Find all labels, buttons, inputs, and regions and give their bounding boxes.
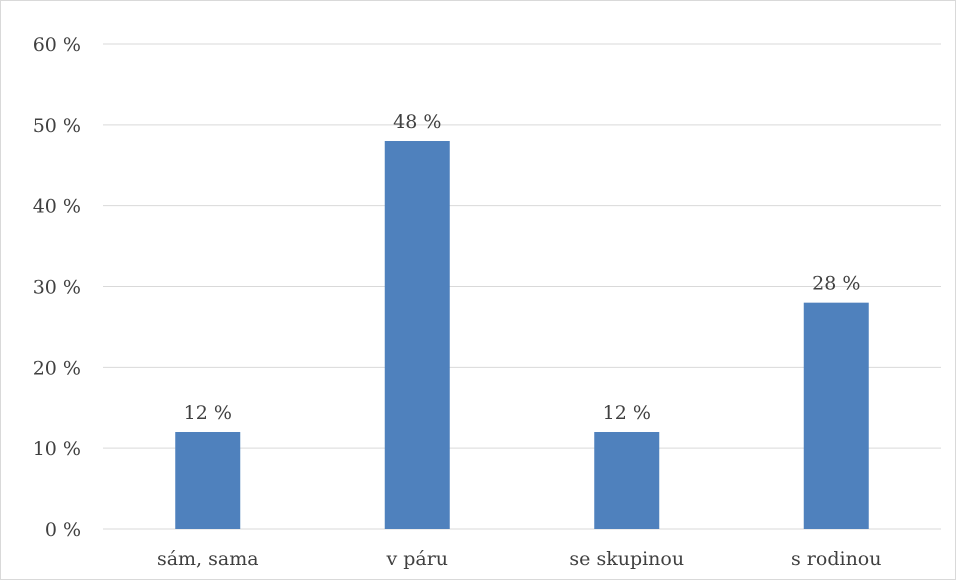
bar xyxy=(803,302,869,529)
y-tick-label: 20 % xyxy=(33,357,81,379)
bar xyxy=(175,432,241,529)
category-label: v páru xyxy=(385,548,448,570)
gridlines xyxy=(103,43,941,530)
bars xyxy=(175,141,869,529)
data-label: 48 % xyxy=(393,111,441,133)
data-label: 12 % xyxy=(603,402,651,424)
y-axis-tick-labels: 0 % 10 % 20 % 30 % 40 % 50 % 60 % xyxy=(33,34,81,541)
y-tick-label: 0 % xyxy=(45,519,81,541)
category-label: se skupinou xyxy=(569,548,684,570)
y-tick-label: 30 % xyxy=(33,277,81,299)
y-tick-label: 10 % xyxy=(33,438,81,460)
data-labels: 12 % 48 % 12 % 28 % xyxy=(184,111,861,424)
category-label: s rodinou xyxy=(791,548,881,570)
y-tick-label: 50 % xyxy=(33,115,81,137)
y-tick-label: 40 % xyxy=(33,196,81,218)
data-label: 12 % xyxy=(184,402,232,424)
category-label: sám, sama xyxy=(157,548,259,570)
bar xyxy=(594,432,660,529)
y-tick-label: 60 % xyxy=(33,34,81,56)
bar xyxy=(384,141,450,529)
x-axis-category-labels: sám, sama v páru se skupinou s rodinou xyxy=(157,548,882,570)
data-label: 28 % xyxy=(812,273,860,295)
